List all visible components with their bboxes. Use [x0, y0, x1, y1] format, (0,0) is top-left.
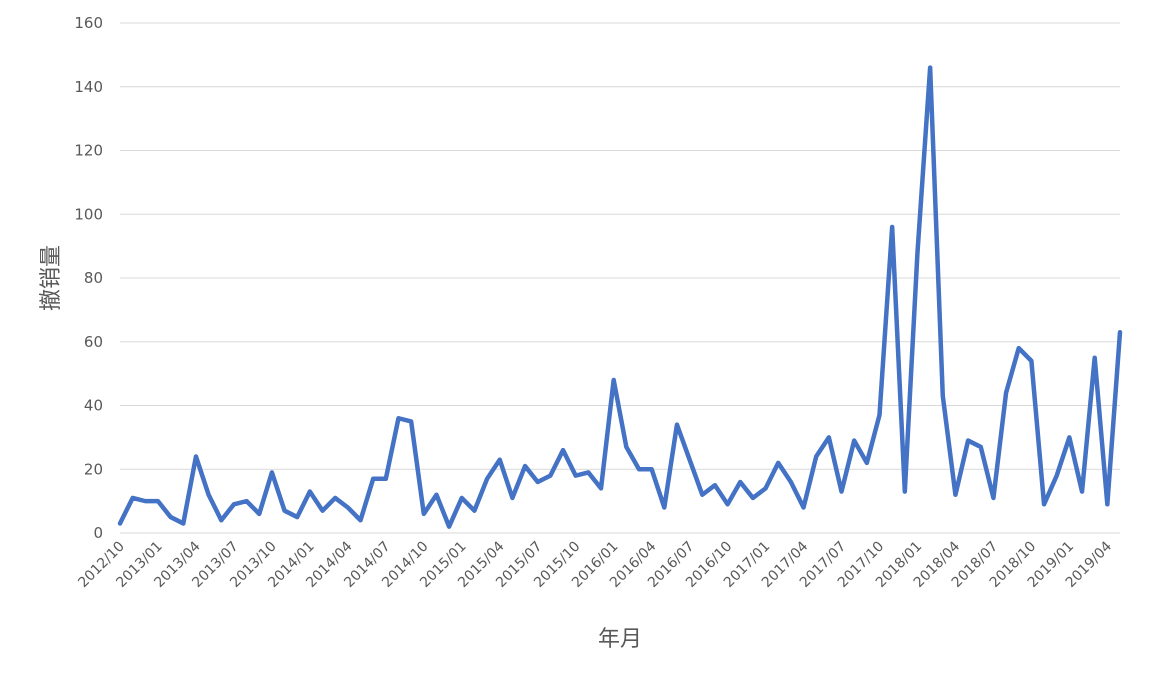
- data-point: [637, 467, 641, 471]
- data-point: [915, 251, 919, 255]
- series-layer: [117, 65, 1123, 529]
- series-line: [117, 65, 1123, 529]
- data-point: [928, 66, 932, 70]
- y-tick-label: 60: [84, 333, 103, 351]
- data-point: [257, 512, 261, 516]
- data-point: [371, 477, 375, 481]
- data-point: [447, 525, 451, 529]
- data-point: [498, 458, 502, 462]
- x-axis-ticks: 2012/102013/012013/042013/072013/102014/…: [75, 538, 1115, 591]
- data-point: [650, 467, 654, 471]
- data-point: [194, 455, 198, 459]
- data-point: [586, 470, 590, 474]
- data-point: [865, 461, 869, 465]
- data-point: [131, 496, 135, 500]
- data-point: [460, 496, 464, 500]
- data-point: [966, 439, 970, 443]
- data-point: [232, 502, 236, 506]
- data-point: [1017, 346, 1021, 350]
- data-point: [536, 480, 540, 484]
- data-point: [1029, 359, 1033, 363]
- data-point: [1080, 490, 1084, 494]
- data-point: [1105, 502, 1109, 506]
- x-axis-label: 年月: [598, 627, 642, 652]
- data-point: [624, 445, 628, 449]
- data-point: [169, 515, 173, 519]
- data-point: [802, 506, 806, 510]
- data-point: [1093, 356, 1097, 360]
- data-point: [1004, 391, 1008, 395]
- data-point: [1067, 435, 1071, 439]
- data-point: [751, 496, 755, 500]
- data-point: [991, 496, 995, 500]
- data-point: [219, 518, 223, 522]
- data-point: [245, 499, 249, 503]
- data-point: [738, 480, 742, 484]
- data-point: [1118, 330, 1122, 334]
- data-point: [321, 509, 325, 513]
- data-point: [283, 509, 287, 513]
- data-point: [523, 464, 527, 468]
- data-point: [118, 521, 122, 525]
- data-point: [953, 493, 957, 497]
- data-point: [181, 521, 185, 525]
- data-point: [308, 490, 312, 494]
- data-point: [548, 474, 552, 478]
- data-point: [359, 518, 363, 522]
- y-tick-label: 20: [84, 460, 103, 478]
- data-point: [510, 496, 514, 500]
- data-point: [409, 419, 413, 423]
- data-point: [713, 483, 717, 487]
- data-point: [852, 439, 856, 443]
- y-tick-label: 140: [74, 78, 103, 96]
- data-point: [207, 493, 211, 497]
- data-point: [675, 423, 679, 427]
- data-point: [1042, 502, 1046, 506]
- y-tick-label: 120: [74, 142, 103, 160]
- data-point: [422, 512, 426, 516]
- data-point: [700, 493, 704, 497]
- data-point: [877, 413, 881, 417]
- data-point: [384, 477, 388, 481]
- data-point: [764, 486, 768, 490]
- data-point: [979, 445, 983, 449]
- y-tick-label: 0: [93, 524, 103, 542]
- data-point: [903, 490, 907, 494]
- data-point: [662, 506, 666, 510]
- data-point: [776, 461, 780, 465]
- data-point: [726, 502, 730, 506]
- data-point: [295, 515, 299, 519]
- data-point: [599, 486, 603, 490]
- data-point: [561, 448, 565, 452]
- y-tick-label: 40: [84, 397, 103, 415]
- data-point: [485, 477, 489, 481]
- data-point: [688, 458, 692, 462]
- data-point: [346, 506, 350, 510]
- data-point: [814, 455, 818, 459]
- data-point: [941, 394, 945, 398]
- data-point: [396, 416, 400, 420]
- data-point: [840, 490, 844, 494]
- data-point: [434, 493, 438, 497]
- data-point: [827, 435, 831, 439]
- data-point: [156, 499, 160, 503]
- data-point: [612, 378, 616, 382]
- data-point: [890, 225, 894, 229]
- y-axis-label: 撤销量: [39, 245, 64, 311]
- data-point: [1055, 474, 1059, 478]
- y-tick-label: 100: [74, 205, 103, 223]
- data-point: [270, 470, 274, 474]
- y-tick-label: 80: [84, 269, 103, 287]
- data-point: [472, 509, 476, 513]
- gridlines: [120, 22, 1120, 534]
- data-point: [574, 474, 578, 478]
- data-point: [143, 499, 147, 503]
- data-point: [789, 480, 793, 484]
- y-axis-ticks: 0 20 40 60 80 100 120 140 160: [74, 14, 103, 542]
- data-point: [333, 496, 337, 500]
- y-tick-label: 160: [74, 14, 103, 32]
